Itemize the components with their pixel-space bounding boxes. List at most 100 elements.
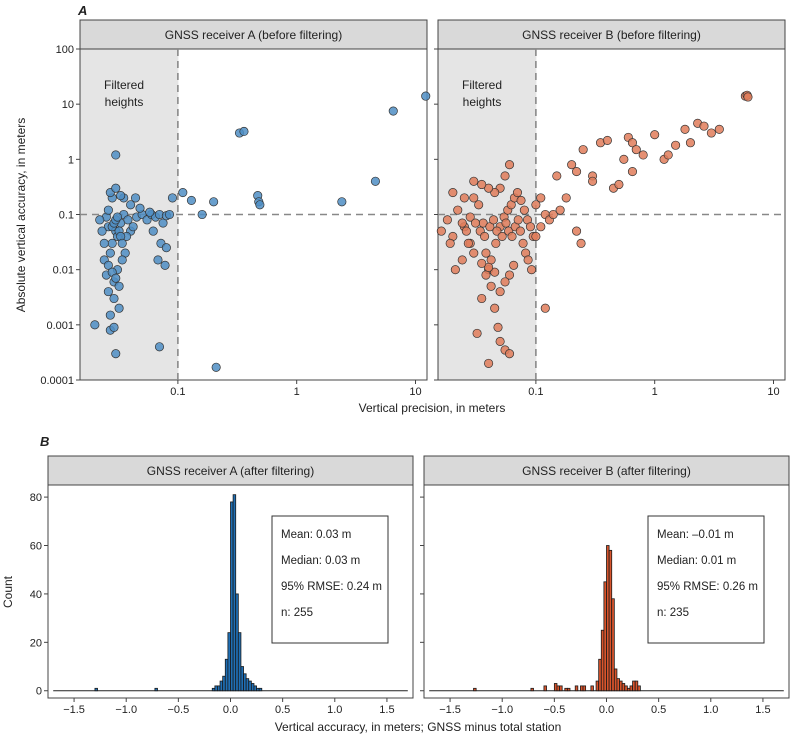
data-point bbox=[459, 193, 469, 203]
panel-header-strip bbox=[47, 455, 414, 486]
data-point bbox=[116, 191, 126, 201]
y-axis-label-b: Count bbox=[1, 575, 15, 608]
data-point bbox=[519, 205, 529, 215]
data-point bbox=[97, 226, 107, 236]
data-point bbox=[160, 260, 170, 270]
data-point bbox=[671, 140, 681, 150]
data-point bbox=[109, 293, 119, 304]
x-tick-label: 10 bbox=[409, 386, 421, 398]
data-point bbox=[509, 260, 519, 270]
y-tick-label: 100 bbox=[56, 44, 74, 56]
histogram-bar bbox=[566, 687, 571, 692]
histogram-bar bbox=[154, 687, 158, 692]
data-point bbox=[186, 195, 196, 205]
filtered-label-line1: Filtered bbox=[104, 78, 144, 92]
data-point bbox=[572, 226, 582, 236]
data-point bbox=[536, 193, 546, 203]
data-point bbox=[209, 197, 219, 207]
stats-box bbox=[271, 515, 389, 644]
data-point bbox=[504, 349, 515, 359]
x-tick-label: 1.0 bbox=[327, 704, 342, 716]
data-point bbox=[117, 255, 127, 265]
data-point bbox=[103, 260, 113, 270]
scatter-panel-0: GNSS receiver A (before filtering) Filter… bbox=[40, 19, 431, 398]
data-point bbox=[484, 262, 494, 272]
data-point bbox=[103, 287, 113, 297]
y-tick-label: 0 bbox=[36, 686, 42, 698]
data-point bbox=[450, 265, 460, 275]
x-tick-label: 0.1 bbox=[528, 386, 543, 398]
data-point bbox=[161, 243, 171, 253]
x-tick-label: 1.0 bbox=[703, 704, 718, 716]
histogram-bar bbox=[611, 598, 615, 692]
filtered-label-line2: heights bbox=[463, 95, 502, 109]
histogram-bar bbox=[237, 632, 242, 692]
x-tick-label: −1.5 bbox=[63, 704, 85, 716]
data-point bbox=[504, 160, 515, 170]
data-point bbox=[614, 179, 624, 190]
data-point bbox=[531, 231, 541, 242]
data-point bbox=[114, 281, 124, 291]
data-point bbox=[500, 171, 510, 181]
data-point bbox=[567, 160, 577, 170]
histogram-bar bbox=[543, 685, 547, 692]
panel-title: GNSS receiver A (before filtering) bbox=[165, 28, 342, 42]
data-point bbox=[512, 187, 523, 198]
data-point bbox=[493, 322, 503, 332]
x-tick-label: 0.1 bbox=[170, 386, 185, 398]
data-point bbox=[469, 193, 479, 203]
histogram-bar bbox=[582, 685, 587, 692]
data-point bbox=[130, 193, 141, 203]
histogram-bar bbox=[530, 687, 534, 692]
data-point bbox=[714, 124, 724, 134]
stats-line: Median: 0.03 m bbox=[281, 555, 360, 567]
data-point bbox=[255, 200, 265, 210]
data-point bbox=[95, 215, 105, 225]
panel-letter-b: B bbox=[40, 434, 49, 449]
data-point bbox=[112, 212, 123, 222]
data-point bbox=[99, 238, 109, 248]
data-point bbox=[552, 171, 562, 181]
stats-line: n: 235 bbox=[657, 607, 689, 619]
data-point bbox=[527, 265, 537, 275]
y-tick-label: 80 bbox=[30, 492, 42, 504]
panel-header-strip bbox=[79, 19, 428, 50]
data-point bbox=[158, 218, 168, 228]
data-point bbox=[706, 128, 716, 138]
data-point bbox=[135, 203, 145, 213]
data-point bbox=[743, 92, 753, 102]
stats-line: n: 255 bbox=[281, 607, 313, 619]
data-point bbox=[109, 322, 119, 332]
data-point bbox=[148, 226, 158, 236]
data-point bbox=[631, 145, 641, 155]
x-tick-label: 1 bbox=[294, 386, 300, 398]
histogram-bar bbox=[590, 685, 594, 692]
stats-line: 95% RMSE: 0.26 m bbox=[657, 581, 758, 593]
stats-box bbox=[647, 515, 765, 644]
data-point bbox=[490, 303, 500, 313]
data-point bbox=[90, 320, 100, 330]
data-point bbox=[111, 183, 121, 193]
x-tick-label: −0.5 bbox=[167, 704, 189, 716]
data-point bbox=[680, 124, 690, 134]
data-point bbox=[105, 310, 115, 320]
x-tick-label: 1 bbox=[652, 386, 658, 398]
data-point bbox=[578, 145, 588, 155]
data-point bbox=[481, 270, 491, 280]
y-tick-label: 1 bbox=[68, 154, 74, 166]
histogram-panel-3: GNSS receiver B (after filtering) −1.5 −1.… bbox=[420, 455, 790, 716]
data-point bbox=[153, 255, 163, 265]
panel-header-strip bbox=[423, 455, 790, 486]
data-point bbox=[178, 187, 188, 198]
data-point bbox=[103, 205, 113, 215]
data-point bbox=[555, 205, 565, 215]
data-point bbox=[513, 215, 523, 225]
stats-line: Median: 0.01 m bbox=[657, 555, 736, 567]
data-point bbox=[663, 150, 673, 160]
data-point bbox=[154, 342, 165, 352]
x-tick-label: 1.5 bbox=[379, 704, 394, 716]
data-point bbox=[442, 215, 452, 225]
data-point bbox=[461, 226, 471, 236]
x-tick-label: −1.0 bbox=[115, 704, 137, 716]
